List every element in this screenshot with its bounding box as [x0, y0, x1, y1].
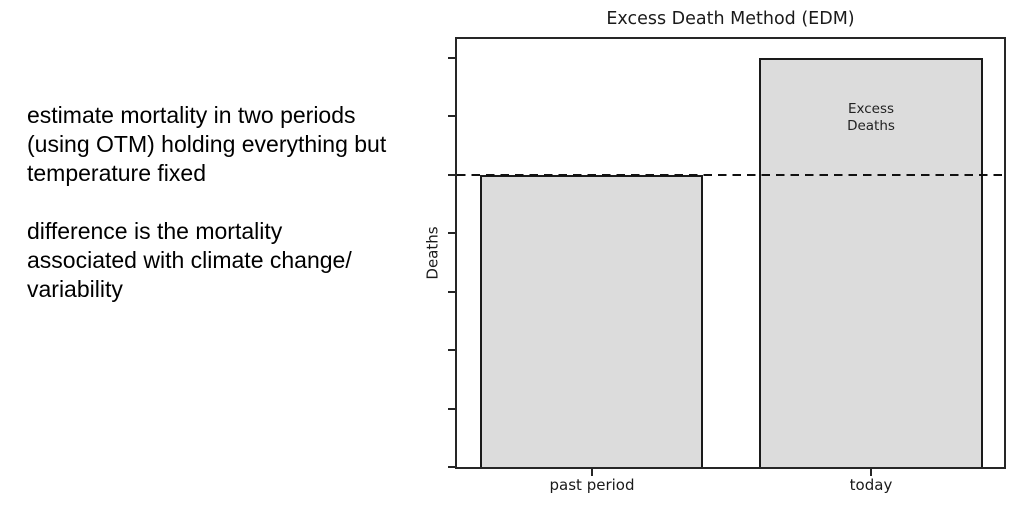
notes-line: estimate mortality in two periods [27, 102, 356, 128]
annotation-line: Excess [847, 101, 895, 117]
y-tick [448, 349, 455, 351]
y-tick [448, 57, 455, 59]
notes-paragraph-1: estimate mortality in two periods (using… [27, 101, 437, 188]
notes-paragraph-2: difference is the mortality associated w… [27, 217, 437, 304]
y-tick [448, 408, 455, 410]
notes-line: associated with climate change/ [27, 247, 352, 273]
x-label-past-period: past period [549, 476, 635, 494]
notes-line: temperature fixed [27, 160, 206, 186]
y-tick [448, 466, 455, 468]
y-axis-label-text: Deaths [424, 226, 442, 280]
bar-past-period [480, 175, 703, 467]
chart-title: Excess Death Method (EDM) [606, 9, 855, 29]
baseline-dashed-line [457, 173, 1004, 177]
x-label-today: today [849, 476, 893, 494]
x-tick-past-period [591, 469, 593, 476]
notes-text-block: estimate mortality in two periods (using… [27, 101, 437, 333]
annotation-line: Deaths [847, 117, 895, 134]
notes-line: variability [27, 276, 123, 302]
y-tick [448, 232, 455, 234]
y-tick [448, 115, 455, 117]
y-tick [448, 291, 455, 293]
x-tick-today [870, 469, 872, 476]
excess-deaths-annotation: Excess Deaths [761, 101, 981, 134]
y-axis-label: Deaths [422, 37, 444, 469]
notes-line: difference is the mortality [27, 218, 283, 244]
y-tick [448, 174, 455, 176]
notes-line: (using OTM) holding everything but [27, 131, 387, 157]
edm-bar-chart: Excess Death Method (EDM) Deaths Excess … [424, 0, 1006, 512]
bar-today: Excess Deaths [759, 58, 983, 467]
plot-area: Excess Deaths [448, 37, 1006, 469]
